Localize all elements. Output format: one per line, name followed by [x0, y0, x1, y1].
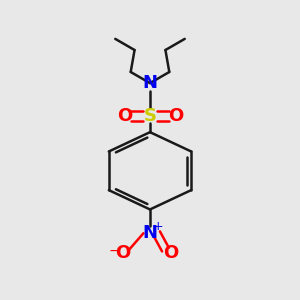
Text: O: O: [116, 244, 131, 262]
Text: N: N: [142, 224, 158, 242]
Text: O: O: [168, 107, 183, 125]
Text: +: +: [153, 220, 164, 233]
Text: O: O: [117, 107, 132, 125]
Text: O: O: [163, 244, 178, 262]
Text: −: −: [109, 244, 120, 258]
Text: S: S: [143, 107, 157, 125]
Text: N: N: [142, 74, 158, 92]
